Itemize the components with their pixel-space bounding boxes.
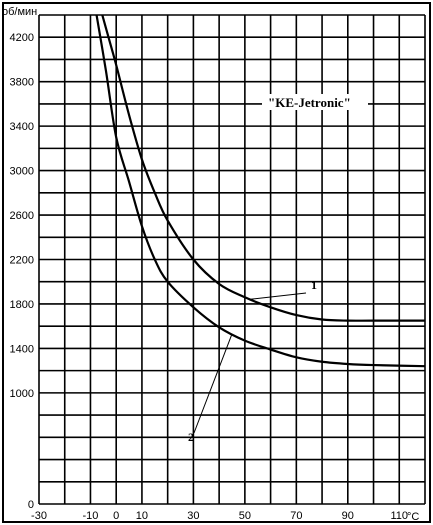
- x-tick-label: 30: [187, 510, 199, 522]
- x-tick-label: 50: [239, 510, 251, 522]
- x-tick-label: -30: [31, 510, 47, 522]
- series-curve-2: [95, 15, 425, 368]
- annotation-leader-1: [249, 292, 307, 300]
- y-tick-label: 1400: [10, 343, 34, 355]
- x-axis-unit-label: °С: [407, 511, 419, 523]
- curves: [95, 15, 425, 368]
- x-tick-label: 10: [136, 510, 148, 522]
- chart-title: "KE-Jetronic": [268, 95, 351, 110]
- curve-annotations: 12: [188, 278, 317, 444]
- y-tick-label: 2600: [10, 210, 34, 222]
- y-tick-label: 3800: [10, 77, 34, 89]
- annotation-label-1: 1: [311, 278, 317, 292]
- x-tick-label: 0: [113, 510, 119, 522]
- y-axis-label: об/мин: [2, 6, 37, 18]
- title-background: [262, 94, 368, 110]
- x-tick-label: 110: [390, 510, 408, 522]
- y-axis-ticks: 0 1000 1400 1800 2200 2600 3000 3400 3800 4200: [10, 32, 34, 511]
- y-tick-label: 0: [28, 499, 34, 511]
- annotation-label-2: 2: [188, 430, 194, 444]
- annotation-leader-2: [193, 333, 233, 434]
- y-tick-label: 3000: [10, 166, 34, 178]
- x-tick-label: 90: [342, 510, 354, 522]
- y-tick-label: 4200: [10, 32, 34, 44]
- x-tick-label: -10: [83, 510, 99, 522]
- y-tick-label: 1800: [10, 299, 34, 311]
- x-axis-ticks: -30 -10 0 10 30 50 70 90 110: [31, 510, 408, 522]
- series-curve-1: [101, 15, 425, 322]
- y-tick-label: 1000: [10, 388, 34, 400]
- x-tick-label: 70: [290, 510, 302, 522]
- y-tick-label: 2200: [10, 255, 34, 267]
- grid: [38, 14, 426, 505]
- y-tick-label: 3400: [10, 121, 34, 133]
